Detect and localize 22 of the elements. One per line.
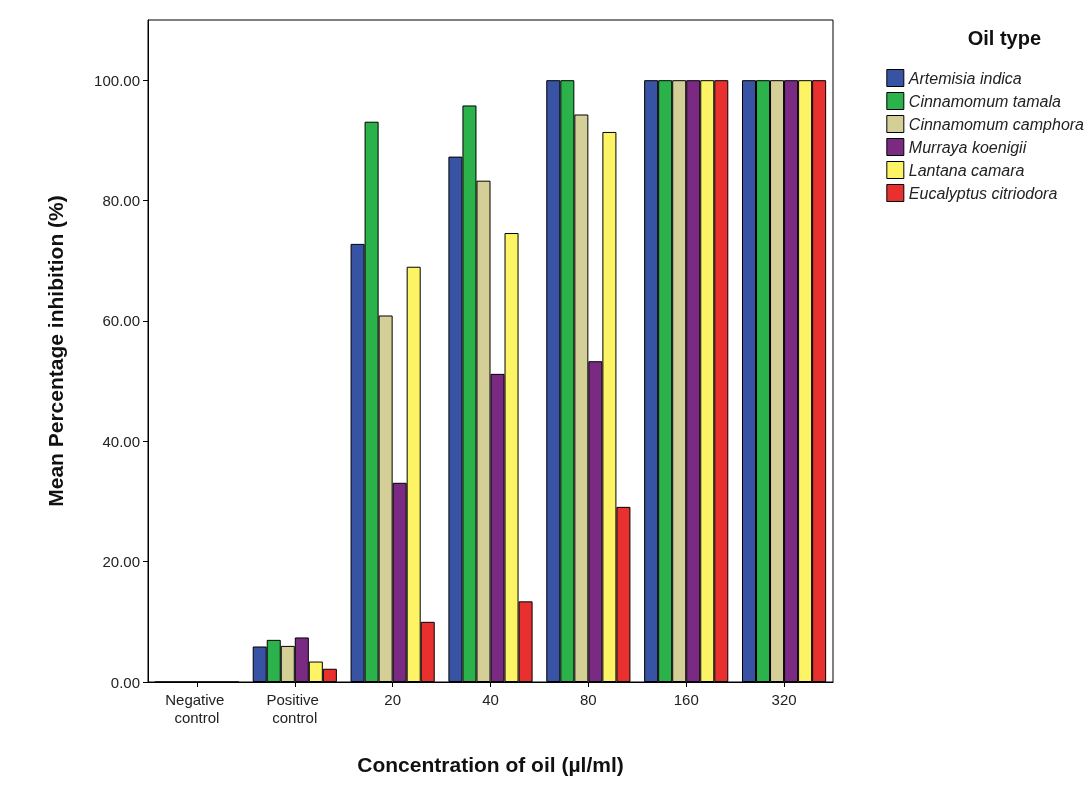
x-tick-label: 20 xyxy=(384,690,401,708)
legend-title: Oil type xyxy=(967,27,1042,49)
y-tick-label: 0.00 xyxy=(110,673,140,691)
y-axis-title: Mean Percentage inhibition (%) xyxy=(44,195,67,507)
legend-label: Eucalyptus citriodora xyxy=(908,184,1058,202)
x-tick-label: 40 xyxy=(482,690,499,708)
legend-label: Artemisia indica xyxy=(907,69,1022,87)
x-tick-label: 160 xyxy=(673,690,699,708)
x-tick-label: Negative control xyxy=(165,690,229,726)
x-axis-title: Concentration of oil (µl/ml) xyxy=(357,753,624,776)
x-tick-label: 80 xyxy=(580,690,597,708)
y-tick-label: 80.00 xyxy=(102,192,140,210)
legend-label: Murraya koenigii xyxy=(908,138,1027,156)
y-tick-label: 20.00 xyxy=(102,553,140,571)
y-tick-label: 60.00 xyxy=(102,312,140,330)
legend-label: Cinnamomum tamala xyxy=(908,92,1061,110)
x-tick-label: 320 xyxy=(771,690,797,708)
y-tick-label: 100.00 xyxy=(94,71,140,89)
legend-label: Lantana camara xyxy=(908,161,1025,179)
x-tick-label: Positive control xyxy=(266,690,324,726)
y-tick-label: 40.00 xyxy=(102,432,140,450)
legend-label: Cinnamomum camphora xyxy=(908,115,1085,133)
